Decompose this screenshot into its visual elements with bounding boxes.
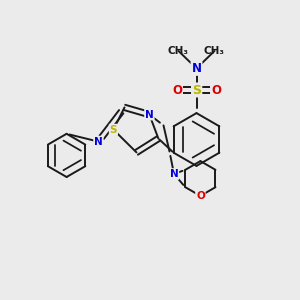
Text: N: N [94, 136, 103, 147]
Text: N: N [145, 110, 154, 120]
Text: CH₃: CH₃ [168, 46, 189, 56]
Text: O: O [172, 83, 182, 97]
Text: S: S [110, 124, 117, 135]
Text: CH₃: CH₃ [204, 46, 225, 56]
Text: O: O [211, 83, 221, 97]
Text: O: O [196, 191, 205, 201]
Text: S: S [192, 83, 201, 97]
Text: N: N [169, 169, 178, 179]
Text: N: N [191, 62, 202, 75]
